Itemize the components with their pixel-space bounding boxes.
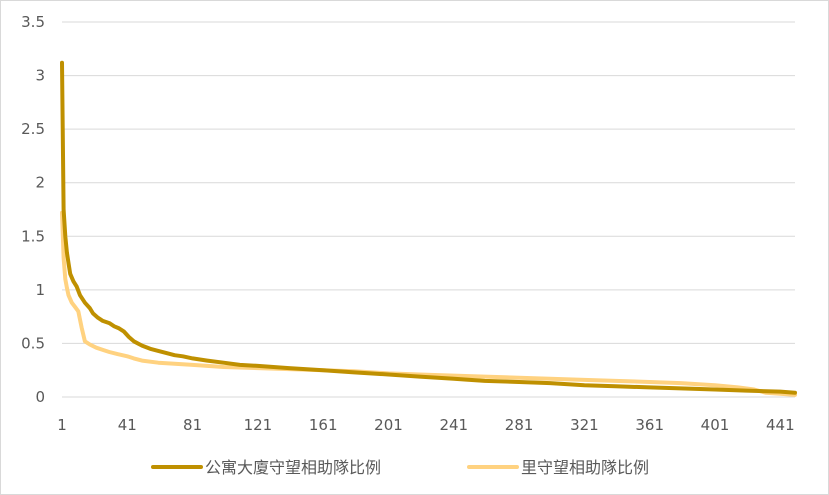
y-tick-label: 2	[35, 174, 45, 192]
x-tick-label: 241	[439, 416, 468, 434]
series-lines	[60, 60, 797, 397]
y-tick-label: 0.5	[21, 334, 45, 352]
x-tick-label: 441	[766, 416, 795, 434]
x-tick-label: 401	[701, 416, 730, 434]
series-line-2	[60, 210, 797, 397]
y-tick-label: 1	[35, 281, 45, 299]
x-tick-label: 361	[635, 416, 664, 434]
legend: 公寓大廈守望相助隊比例 里守望相助隊比例	[151, 458, 649, 477]
x-tick-label: 281	[505, 416, 534, 434]
x-axis-tick-labels: 1 41 81 121 161 201 241 281 321 361 401 441	[57, 416, 794, 434]
x-tick-label: 321	[570, 416, 599, 434]
gridlines	[62, 21, 795, 398]
x-tick-label: 1	[57, 416, 67, 434]
legend-label-2: 里守望相助隊比例	[521, 458, 649, 477]
legend-label-1: 公寓大廈守望相助隊比例	[205, 458, 381, 477]
y-tick-label: 3	[35, 67, 45, 85]
x-tick-label: 201	[374, 416, 403, 434]
x-tick-label: 121	[244, 416, 273, 434]
y-tick-label: 2.5	[21, 120, 45, 138]
y-tick-label: 3.5	[21, 13, 45, 31]
x-tick-label: 41	[118, 416, 137, 434]
y-tick-label: 1.5	[21, 227, 45, 245]
y-axis-tick-labels: 0 0.5 1 1.5 2 2.5 3 3.5	[21, 13, 45, 406]
x-tick-label: 81	[183, 416, 202, 434]
y-tick-label: 0	[35, 388, 45, 406]
x-tick-label: 161	[309, 416, 338, 434]
series-line-1	[60, 60, 797, 395]
